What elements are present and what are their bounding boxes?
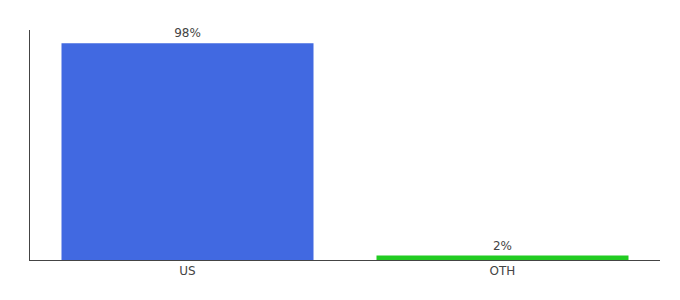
svg-text:OTH: OTH: [490, 264, 516, 278]
svg-text:98%: 98%: [174, 26, 201, 40]
svg-text:2%: 2%: [493, 239, 512, 253]
svg-text:US: US: [179, 264, 195, 278]
